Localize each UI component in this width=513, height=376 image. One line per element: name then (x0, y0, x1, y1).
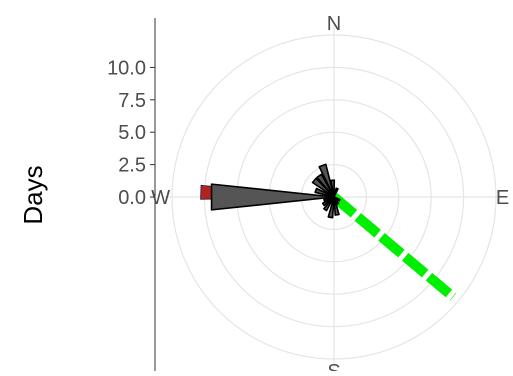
direction-label-n: N (327, 13, 341, 35)
direction-line-layer (330, 193, 457, 301)
y-tick-label: 0.0 (118, 187, 146, 209)
y-tick-label: 10.0 (107, 57, 146, 79)
direction-label-w: W (151, 187, 170, 209)
wind-bar-10 (333, 196, 340, 216)
y-ticks-layer: 10.0 7.5 5.0 2.5 0.0 (107, 57, 155, 209)
y-tick-label: 5.0 (118, 122, 146, 144)
wind-bar-6 (329, 179, 336, 198)
y-tick-label: 2.5 (118, 155, 146, 177)
wind-bar-5 (318, 163, 335, 198)
bars-layer (210, 163, 341, 219)
direction-label-e: E (496, 187, 509, 209)
wind-bar-2 (314, 187, 335, 198)
wind-bar-1 (210, 183, 335, 211)
y-tick-label: 7.5 (118, 90, 146, 112)
y-axis-label: Days (18, 165, 48, 224)
wind-bar-12 (322, 196, 335, 212)
wind-bar-14 (323, 196, 335, 203)
direction-label-s: S (327, 361, 340, 371)
direction-line (330, 193, 457, 301)
wind-bar-7 (333, 187, 339, 198)
wind-bar-11 (327, 196, 335, 219)
